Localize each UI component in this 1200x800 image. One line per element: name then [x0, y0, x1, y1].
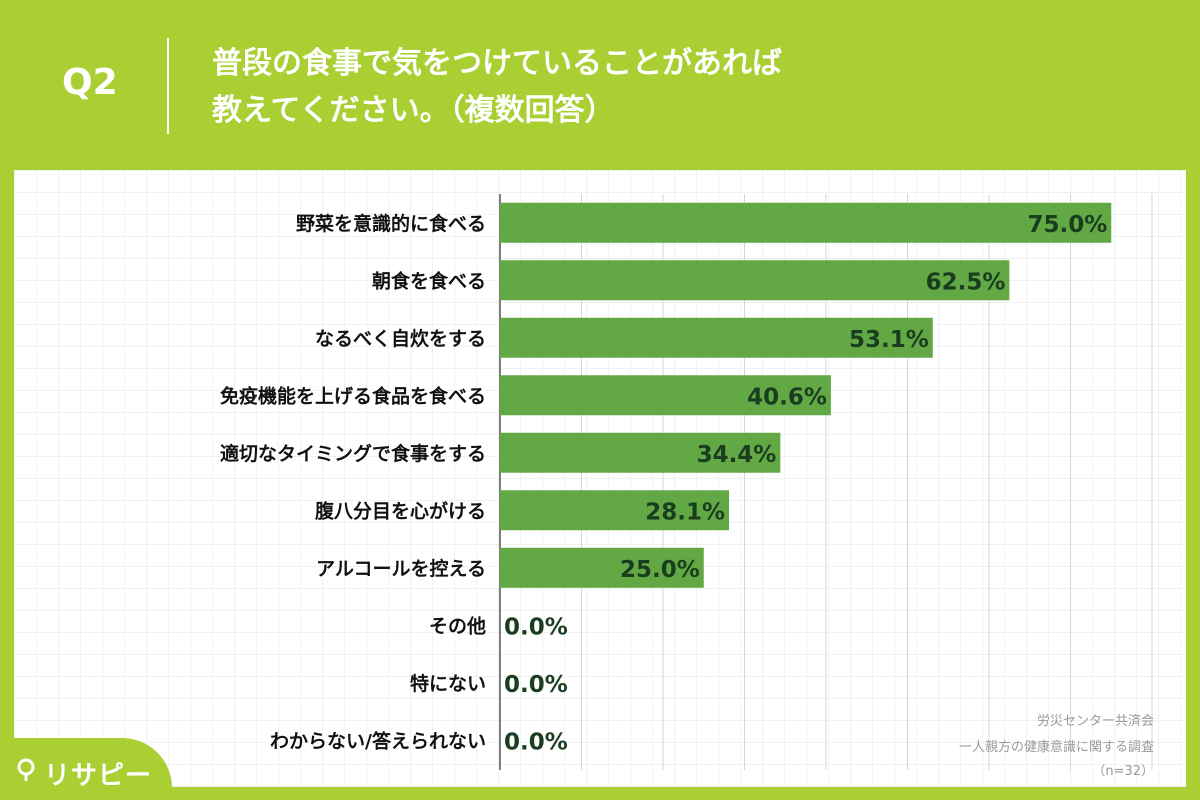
question-text: 普段の食事で気をつけていることがあれば 教えてください。（複数回答）	[212, 46, 782, 128]
value-label: 28.1%	[645, 499, 725, 525]
value-label: 25.0%	[620, 557, 700, 583]
question-number: Q2	[62, 62, 118, 103]
logo-text: リサピー	[44, 761, 153, 791]
bar	[500, 260, 1010, 301]
value-label: 0.0%	[504, 614, 568, 640]
value-label: 34.4%	[697, 442, 777, 468]
bar	[500, 202, 1112, 243]
bar	[500, 490, 730, 531]
category-label: 朝食を食べる	[372, 269, 486, 292]
chart-panel: 野菜を意識的に食べる 75.0% 朝食を食べる 62.5% なるべく自炊をする 53.1%…	[14, 170, 1186, 787]
bar	[500, 547, 704, 588]
bar	[500, 432, 781, 473]
category-label: 野菜を意識的に食べる	[296, 212, 486, 235]
category-label: アルコールを控える	[316, 557, 486, 580]
category-label: 免疫機能を上げる食品を食べる	[220, 384, 486, 407]
source-survey: 一人親方の健康意識に関する調査	[958, 740, 1154, 755]
bar	[500, 317, 933, 358]
source-organization: 労災センター共済会	[1036, 714, 1154, 729]
category-label: わからない/答えられない	[270, 729, 486, 752]
category-label: 特にない	[410, 673, 486, 695]
pin-icon	[17, 758, 35, 781]
header-divider	[167, 38, 169, 134]
value-label: 62.5%	[926, 269, 1006, 295]
source-sample-size: （n=32）	[1092, 764, 1154, 779]
logo-tab: リサピー	[0, 738, 172, 800]
value-label: 40.6%	[747, 384, 827, 410]
bar-chart: 野菜を意識的に食べる 75.0% 朝食を食べる 62.5% なるべく自炊をする 53.1%…	[220, 194, 1153, 770]
category-label: 腹八分目を心がける	[314, 499, 486, 522]
value-label: 0.0%	[504, 672, 568, 698]
value-label: 0.0%	[504, 729, 568, 755]
bar	[500, 375, 831, 416]
value-label: 53.1%	[849, 327, 929, 353]
category-label: その他	[429, 614, 486, 637]
category-label: なるべく自炊をする	[315, 327, 486, 350]
value-label: 75.0%	[1027, 212, 1107, 238]
category-label: 適切なタイミングで食事をする	[220, 442, 486, 465]
